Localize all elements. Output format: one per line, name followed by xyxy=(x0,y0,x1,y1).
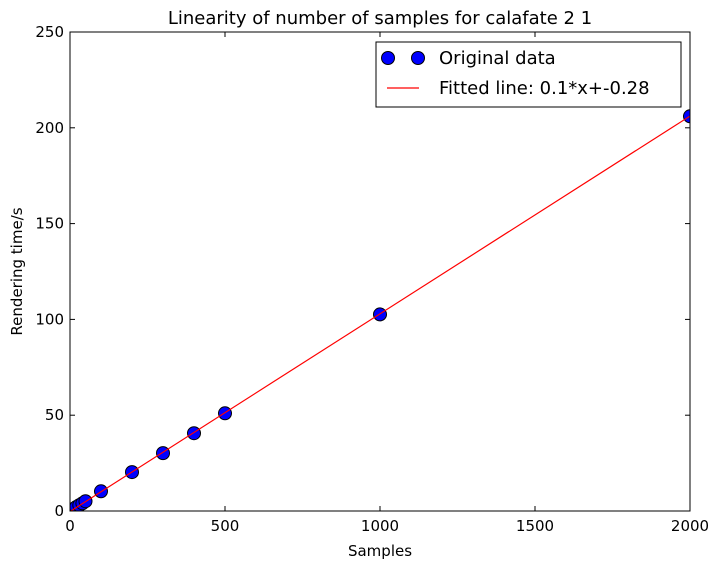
x-tick-label: 0 xyxy=(65,517,75,535)
legend: Original data Fitted line: 0.1*x+-0.28 xyxy=(375,41,682,108)
legend-label-original-data: Original data xyxy=(439,48,556,69)
y-tick-label: 0 xyxy=(54,502,64,520)
x-tick-label: 2000 xyxy=(671,517,709,535)
plot-area xyxy=(70,109,690,511)
y-tick-label: 50 xyxy=(45,406,64,424)
axis-ticks: 0 500 1000 1500 2000 0 50 100 150 200 250 xyxy=(35,23,709,535)
y-axis-title: Rendering time/s xyxy=(8,207,26,335)
data-point xyxy=(187,426,201,441)
chart-title: Linearity of number of samples for calaf… xyxy=(168,8,592,29)
x-tick-label: 500 xyxy=(211,517,240,535)
x-axis-title: Samples xyxy=(348,542,412,560)
y-tick-label: 250 xyxy=(35,23,64,41)
legend-label-fitted-line: Fitted line: 0.1*x+-0.28 xyxy=(439,78,650,99)
y-tick-label: 150 xyxy=(35,215,64,233)
legend-marker xyxy=(411,51,425,65)
y-tick-label: 200 xyxy=(35,119,64,137)
data-point xyxy=(156,446,170,461)
y-tick-label: 100 xyxy=(35,310,64,328)
legend-marker xyxy=(381,51,395,65)
series-fitted-line xyxy=(70,115,690,511)
legend-box xyxy=(375,41,682,108)
fitted-line xyxy=(70,115,690,511)
x-tick-label: 1000 xyxy=(361,517,399,535)
x-tick-label: 1500 xyxy=(516,517,554,535)
